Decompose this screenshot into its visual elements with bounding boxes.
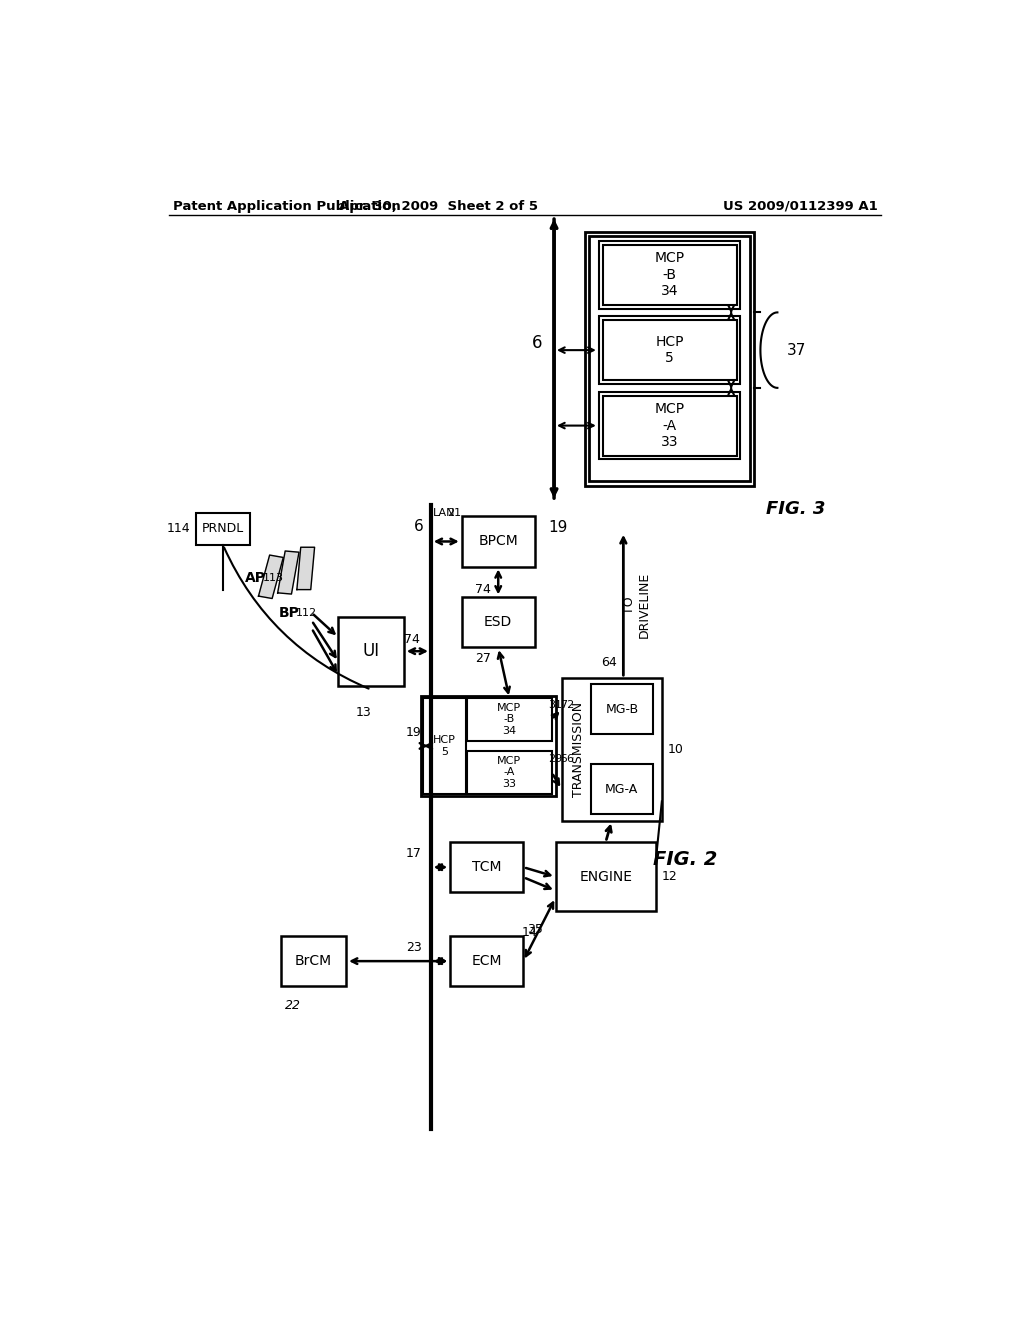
Text: 112: 112: [296, 607, 317, 618]
Text: 21: 21: [446, 508, 461, 517]
Text: 29: 29: [549, 754, 563, 763]
Text: ENGINE: ENGINE: [580, 870, 632, 884]
Text: 56: 56: [560, 754, 574, 763]
Text: MCP
-B
34: MCP -B 34: [654, 252, 685, 298]
Text: UI: UI: [362, 643, 380, 660]
Bar: [421, 696, 556, 796]
Text: 74: 74: [403, 634, 420, 647]
Text: Patent Application Publication: Patent Application Publication: [173, 199, 400, 213]
Polygon shape: [278, 550, 299, 594]
Text: 35: 35: [527, 924, 543, 936]
Bar: [562, 678, 662, 821]
Text: BP: BP: [279, 606, 299, 619]
Text: 74: 74: [475, 583, 490, 597]
Bar: [599, 392, 740, 459]
Text: AP: AP: [245, 572, 265, 585]
Text: 12: 12: [662, 870, 678, 883]
Text: 19: 19: [548, 520, 567, 536]
Polygon shape: [297, 548, 314, 590]
Text: TRANSMISSION: TRANSMISSION: [572, 702, 585, 797]
Text: BrCM: BrCM: [295, 954, 332, 968]
Bar: [423, 698, 466, 793]
Bar: [467, 751, 552, 793]
Text: MG-B: MG-B: [605, 702, 638, 715]
Text: US 2009/0112399 A1: US 2009/0112399 A1: [723, 199, 878, 213]
Bar: [591, 684, 652, 734]
Text: FIG. 2: FIG. 2: [652, 850, 717, 869]
Text: HCP
5: HCP 5: [433, 735, 456, 756]
Text: 10: 10: [668, 743, 684, 756]
Text: 113: 113: [263, 573, 284, 583]
Text: ECM: ECM: [471, 954, 502, 968]
Text: FIG. 3: FIG. 3: [766, 500, 825, 517]
Bar: [339, 616, 403, 686]
Bar: [462, 598, 535, 647]
Bar: [451, 936, 523, 986]
Text: PRNDL: PRNDL: [202, 523, 244, 536]
Bar: [462, 516, 535, 566]
Bar: [591, 764, 652, 814]
Text: 6: 6: [414, 519, 423, 533]
Bar: [602, 321, 736, 380]
Text: Apr. 30, 2009  Sheet 2 of 5: Apr. 30, 2009 Sheet 2 of 5: [339, 199, 538, 213]
Text: 37: 37: [786, 343, 806, 358]
Bar: [602, 244, 736, 305]
Text: 19: 19: [407, 726, 422, 739]
Bar: [451, 842, 523, 892]
Text: MCP
-B
34: MCP -B 34: [498, 702, 521, 737]
Text: HCP
5: HCP 5: [655, 335, 684, 366]
Text: MG-A: MG-A: [605, 783, 638, 796]
Text: LAN: LAN: [432, 508, 455, 517]
Bar: [196, 512, 250, 545]
Text: 31: 31: [549, 701, 562, 710]
Text: ESD: ESD: [484, 615, 512, 630]
Text: MCP
-A
33: MCP -A 33: [654, 403, 685, 449]
Text: 6: 6: [531, 334, 543, 352]
Bar: [556, 842, 655, 911]
Text: TCM: TCM: [472, 861, 502, 874]
Polygon shape: [258, 554, 284, 598]
Text: 22: 22: [285, 999, 301, 1012]
Text: 72: 72: [560, 701, 574, 710]
Bar: [590, 236, 750, 480]
Bar: [467, 698, 552, 741]
Bar: [281, 936, 346, 986]
Text: 17: 17: [406, 847, 422, 859]
Text: MCP
-A
33: MCP -A 33: [498, 756, 521, 789]
Text: 64: 64: [602, 656, 617, 669]
Text: 27: 27: [475, 652, 490, 665]
Bar: [599, 240, 740, 309]
Text: 23: 23: [407, 941, 422, 954]
Bar: [599, 317, 740, 384]
Bar: [585, 231, 755, 486]
Text: 114: 114: [166, 523, 189, 536]
Text: 14: 14: [521, 925, 538, 939]
Text: TO
DRIVELINE: TO DRIVELINE: [624, 572, 651, 638]
Text: BPCM: BPCM: [478, 535, 518, 549]
Text: 13: 13: [355, 706, 372, 719]
Bar: [602, 396, 736, 455]
